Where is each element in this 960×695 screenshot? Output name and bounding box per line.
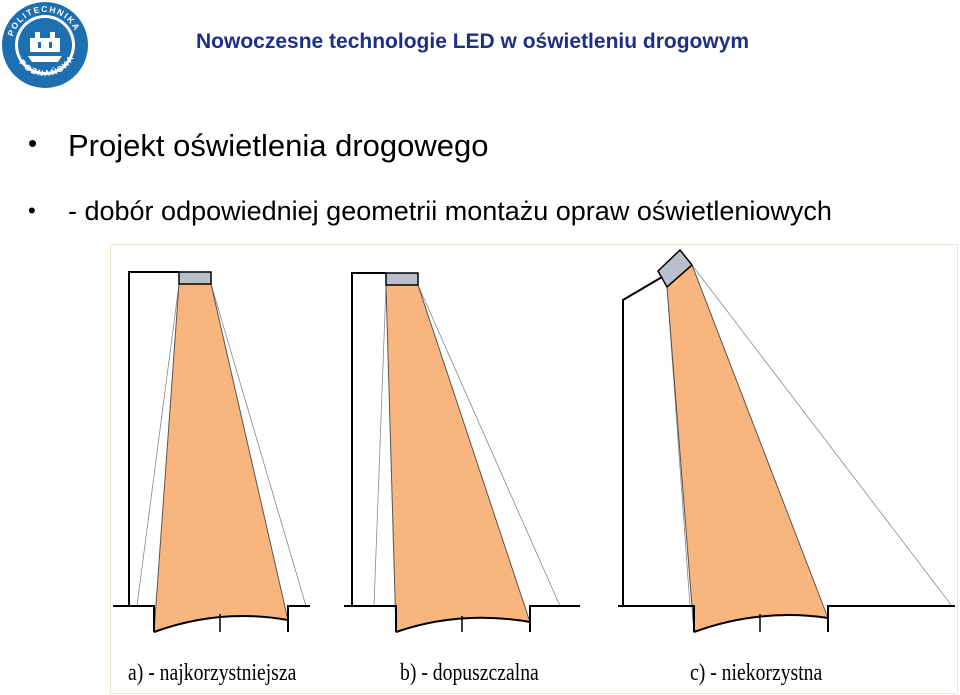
luminaire-a bbox=[178, 271, 212, 285]
bullet-marker: • bbox=[28, 198, 36, 223]
luminaire-c bbox=[657, 248, 694, 289]
bullet-text: Projekt oświetlenia drogowego bbox=[68, 128, 489, 163]
caption-a: a) - najkorzystniejsza bbox=[128, 660, 297, 686]
road-b bbox=[344, 605, 397, 632]
ray-a-right bbox=[210, 283, 307, 607]
beam-a bbox=[153, 283, 289, 633]
beam-b bbox=[385, 284, 531, 633]
politechnika-logo: POLITECHNIKA POZNAŃSKA bbox=[0, 0, 90, 90]
road-c bbox=[618, 605, 695, 632]
road-a bbox=[113, 605, 155, 632]
panel-a bbox=[113, 271, 310, 633]
mounting-geometry-diagram bbox=[110, 244, 958, 694]
panel-c bbox=[618, 248, 955, 633]
road-a-right bbox=[287, 605, 310, 632]
pole-a bbox=[128, 271, 179, 606]
ray-b-right bbox=[417, 284, 561, 607]
road-c-right bbox=[827, 605, 955, 632]
panel-b bbox=[344, 272, 580, 633]
page-header-title: Nowoczesne technologie LED w oświetleniu… bbox=[196, 30, 750, 53]
ray-c-right bbox=[691, 264, 953, 607]
ray-a-left bbox=[136, 283, 180, 607]
pole-c bbox=[622, 276, 663, 606]
road-b-right bbox=[529, 605, 580, 632]
luminaire-b bbox=[385, 272, 419, 286]
caption-c: c) - niekorzystna bbox=[690, 660, 823, 686]
bullet-text: - dobór odpowiedniej geometrii montażu o… bbox=[68, 196, 832, 226]
caption-b: b) - dopuszczalna bbox=[400, 660, 539, 686]
diagram-frame bbox=[110, 244, 958, 694]
bullet-marker: • bbox=[28, 128, 38, 158]
beam-c bbox=[666, 264, 829, 633]
ray-b-left bbox=[373, 284, 387, 607]
pole-b bbox=[351, 272, 386, 606]
